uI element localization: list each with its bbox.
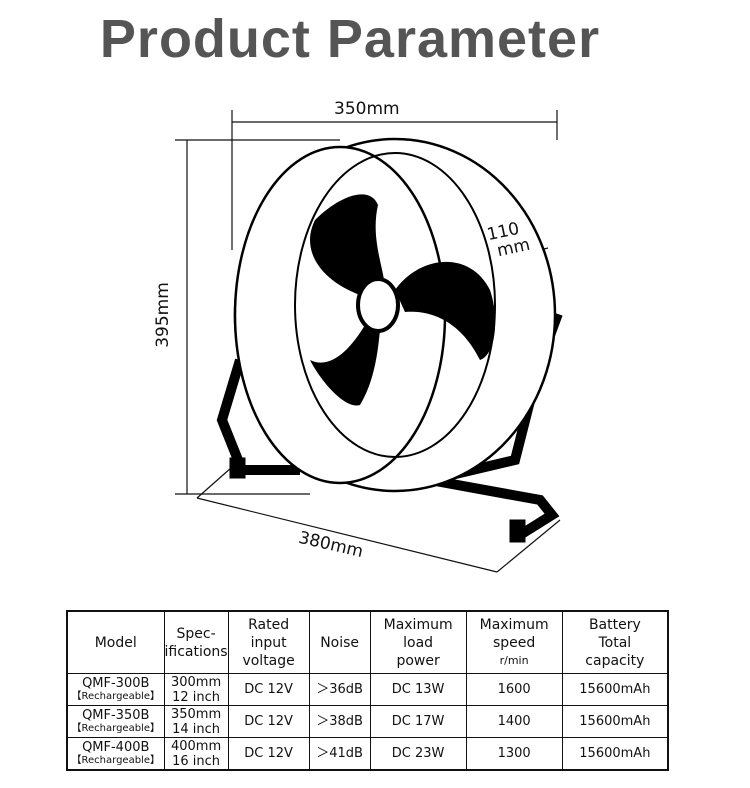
column-header: Rated input voltage (227, 610, 310, 674)
header-line: Rated (248, 616, 290, 633)
column-header: Maximum load power (369, 610, 467, 674)
header-line: Battery (588, 616, 641, 633)
cell-voltage: DC 12V (244, 746, 293, 761)
column-header: Noise (308, 610, 371, 674)
cell-power: DC 23W (391, 746, 445, 761)
header-line: Noise (320, 634, 360, 651)
table-cell: DC 17W (369, 705, 467, 738)
header-line: Model (94, 634, 137, 651)
cell-spec_in: 14 inch (172, 721, 221, 737)
table-header-row: Model Spec-ifications Rated input voltage Noi… (66, 610, 669, 674)
cell-noise: ＞41dB (316, 746, 363, 761)
cell-model: QMF-350B (82, 708, 150, 723)
table-cell: ＞41dB (308, 737, 371, 771)
header-line: load (403, 634, 434, 651)
cell-spec_mm: 300mm (170, 674, 222, 690)
cell-capacity: 15600mAh (579, 746, 651, 761)
table-cell: QMF-350B 【Rechargeable】 (66, 705, 165, 738)
cell-capacity: 15600mAh (579, 682, 651, 697)
cell-power: DC 13W (391, 682, 445, 697)
header-line: Maximum (383, 616, 453, 633)
column-header: Spec-ifications (163, 610, 229, 674)
header-line: ifications (164, 643, 228, 660)
cell-spec_in: 16 inch (172, 753, 221, 769)
table-cell: 1400 (465, 705, 563, 738)
cell-voltage: DC 12V (244, 714, 293, 729)
table-cell: DC 12V (227, 673, 310, 706)
table-row: QMF-300B 【Rechargeable】 300mm 12 inch DC 12V… (66, 673, 669, 706)
spec-table: Model Spec-ifications Rated input voltage Noi… (66, 610, 670, 771)
cell-noise: ＞38dB (316, 714, 363, 729)
cell-spec_mm: 350mm (170, 706, 222, 722)
header-line: Maximum (479, 616, 549, 633)
header-line: power (396, 652, 440, 669)
header-line: Total (598, 634, 632, 651)
header-line: r/min (499, 653, 529, 667)
header-line: voltage (242, 652, 295, 669)
table-cell: QMF-400B 【Rechargeable】 (66, 737, 165, 771)
header-line: input (250, 634, 287, 651)
fan-diagram (175, 110, 563, 573)
table-cell: QMF-300B 【Rechargeable】 (66, 673, 165, 706)
table-cell: DC 12V (227, 737, 310, 771)
header-line: speed (492, 634, 536, 651)
cell-speed: 1400 (497, 714, 531, 729)
table-cell: 400mm 16 inch (163, 737, 229, 771)
table-cell: 15600mAh (561, 673, 669, 706)
table-cell: DC 13W (369, 673, 467, 706)
table-row: QMF-400B 【Rechargeable】 400mm 16 inch DC 12V… (66, 737, 669, 771)
cell-voltage: DC 12V (244, 682, 293, 697)
cell-speed: 1300 (497, 746, 531, 761)
header-line: capacity (585, 652, 645, 669)
column-header: Model (66, 610, 165, 674)
cell-tag: 【Rechargeable】 (71, 691, 160, 702)
cell-spec_mm: 400mm (170, 738, 222, 754)
table-cell: 15600mAh (561, 737, 669, 771)
page-title: Product Parameter (99, 9, 601, 69)
cell-tag: 【Rechargeable】 (71, 755, 160, 766)
header-line: Spec- (176, 625, 216, 642)
table-cell: 15600mAh (561, 705, 669, 738)
cell-tag: 【Rechargeable】 (71, 723, 160, 734)
cell-model: QMF-300B (82, 676, 150, 691)
cell-capacity: 15600mAh (579, 714, 651, 729)
table-cell: 1300 (465, 737, 563, 771)
table-cell: 1600 (465, 673, 563, 706)
cell-noise: ＞36dB (316, 682, 363, 697)
table-cell: DC 12V (227, 705, 310, 738)
width-dimension: 350mm (334, 99, 400, 119)
cell-power: DC 17W (391, 714, 445, 729)
table-cell: 300mm 12 inch (163, 673, 229, 706)
cell-model: QMF-400B (82, 740, 150, 755)
table-cell: ＞36dB (308, 673, 371, 706)
table-row: QMF-350B 【Rechargeable】 350mm 14 inch DC 12V… (66, 705, 669, 738)
column-header: Maximum speed r/min (465, 610, 563, 674)
cell-spec_in: 12 inch (172, 689, 221, 705)
height-dimension: 395mm (152, 282, 173, 348)
table-cell: ＞38dB (308, 705, 371, 738)
table-cell: 350mm 14 inch (163, 705, 229, 738)
cell-speed: 1600 (497, 682, 531, 697)
table-cell: DC 23W (369, 737, 467, 771)
column-header: Battery Total capacity (561, 610, 669, 674)
